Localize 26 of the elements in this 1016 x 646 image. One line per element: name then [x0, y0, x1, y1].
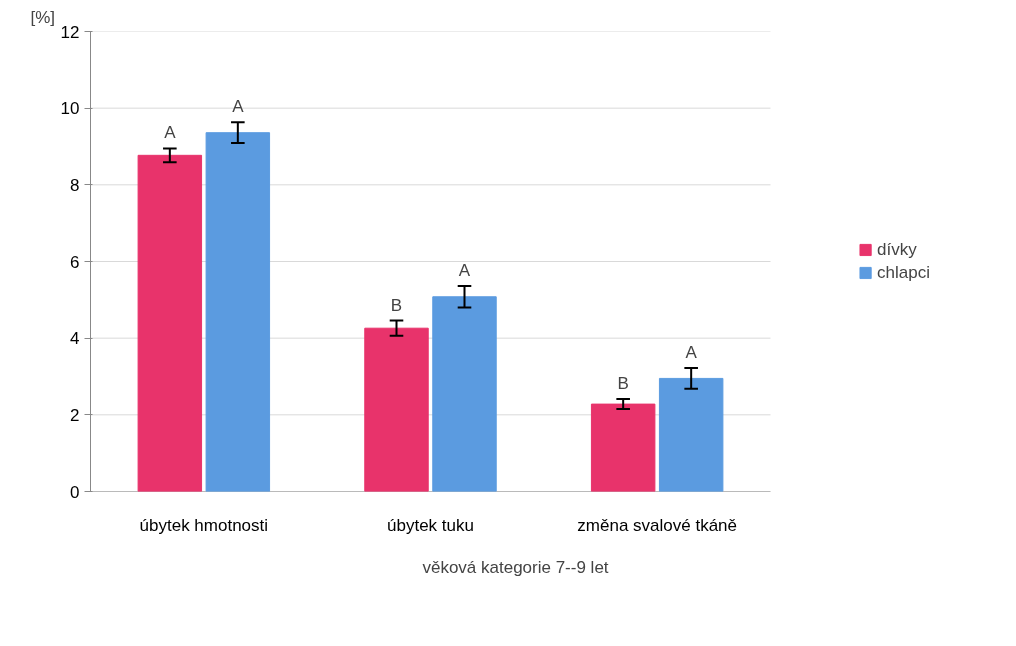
annotation: B: [617, 374, 629, 394]
y-tick-label: 0: [70, 482, 80, 502]
bar: [590, 403, 656, 492]
annotation: A: [685, 343, 698, 363]
x-axis-title: věková kategorie 7--9 let: [422, 557, 609, 577]
bar: [205, 132, 271, 492]
legend-label: dívky: [877, 239, 917, 260]
y-tick-label: 4: [70, 329, 80, 349]
annotation: A: [232, 97, 245, 117]
y-tick-label: 2: [70, 405, 80, 425]
y-tick-label: 6: [70, 252, 80, 272]
annotation: A: [164, 123, 177, 143]
y-tick-label: 8: [70, 175, 80, 195]
y-axis-title: [%]: [30, 7, 56, 27]
x-tick-label: změna svalové tkáně: [577, 515, 738, 535]
annotation: B: [390, 295, 403, 315]
y-tick-label: 10: [60, 99, 80, 119]
bar: [432, 296, 497, 492]
x-tick-label: úbytek tuku: [387, 515, 474, 535]
x-tick-label: úbytek hmotnosti: [139, 515, 269, 535]
legend-label: chlapci: [877, 262, 930, 283]
annotation: A: [458, 261, 471, 281]
bar: [364, 327, 429, 492]
y-tick-label: 12: [60, 22, 80, 42]
bar: [137, 154, 203, 492]
bar: [658, 377, 724, 492]
